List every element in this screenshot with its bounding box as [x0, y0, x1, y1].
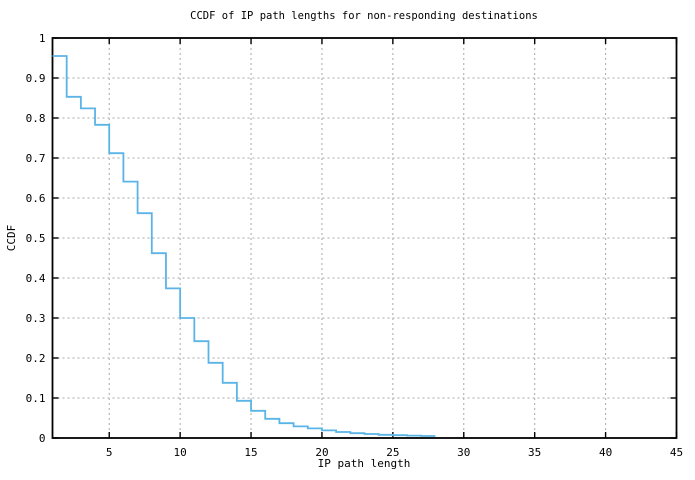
y-axis-label: CCDF — [5, 225, 18, 252]
y-tick-label: 0.4 — [26, 272, 46, 285]
x-tick-label: 5 — [106, 446, 113, 459]
y-tick-label: 0.3 — [26, 312, 46, 325]
chart-title: CCDF of IP path lengths for non-respondi… — [190, 10, 538, 22]
ccdf-step-line — [52, 55, 436, 437]
y-tick-label: 0.6 — [26, 192, 46, 205]
x-tick-labels: 5 10 15 20 25 30 35 40 45 — [106, 446, 683, 459]
y-tick-label: 0.9 — [26, 72, 46, 85]
y-tick-label: 0.5 — [26, 232, 46, 245]
y-tick-label: 0.7 — [26, 152, 46, 165]
y-tick-label: 0.2 — [26, 352, 46, 365]
tick-marks — [52, 37, 678, 439]
x-tick-label: 45 — [670, 446, 683, 459]
y-tick-label: 0 — [39, 432, 46, 445]
y-tick-labels: 0 0.1 0.2 0.3 0.4 0.5 0.6 0.7 0.8 0.9 1 — [26, 32, 46, 445]
gridlines — [52, 38, 677, 438]
y-tick-label: 0.8 — [26, 112, 46, 125]
x-tick-label: 10 — [174, 446, 187, 459]
y-tick-label: 1 — [39, 32, 46, 45]
x-tick-label: 40 — [599, 446, 612, 459]
x-tick-label: 25 — [386, 446, 399, 459]
x-tick-label: 15 — [244, 446, 257, 459]
y-tick-label: 0.1 — [26, 392, 46, 405]
x-tick-label: 20 — [315, 446, 328, 459]
x-tick-label: 30 — [457, 446, 470, 459]
x-axis-label: IP path length — [318, 457, 411, 470]
x-tick-label: 35 — [528, 446, 541, 459]
